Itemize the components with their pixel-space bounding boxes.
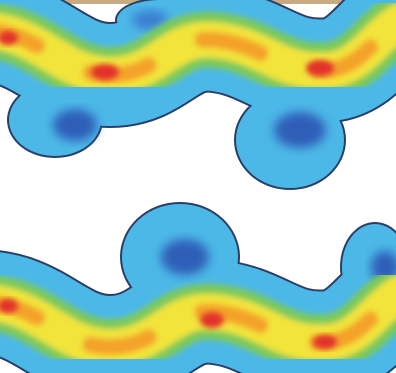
cold-spot <box>53 109 97 141</box>
hot-spot <box>313 335 337 349</box>
hot-spot <box>91 64 119 80</box>
hot-spot <box>306 60 334 76</box>
cold-spot <box>161 239 209 275</box>
hot-spot <box>200 312 224 328</box>
flow-field-image <box>0 0 396 373</box>
cold-spot <box>274 112 326 148</box>
page <box>0 0 396 373</box>
